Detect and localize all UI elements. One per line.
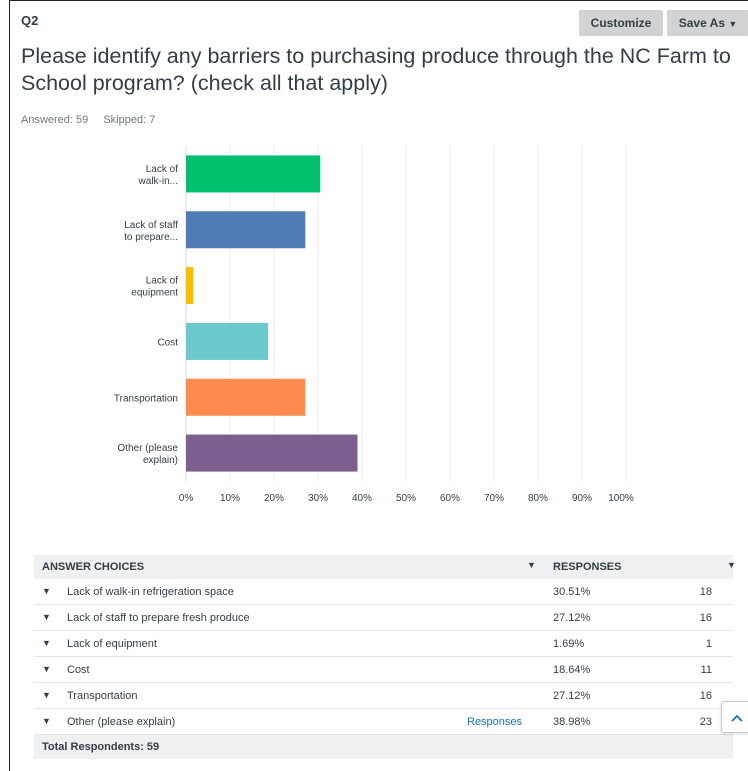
response-stats: Answered: 59 Skipped: 7 bbox=[21, 114, 167, 126]
expand-caret-icon[interactable]: ▼ bbox=[42, 586, 51, 596]
bar[interactable] bbox=[186, 322, 269, 360]
x-tick-label: 0% bbox=[179, 493, 194, 504]
save-as-label: Save As bbox=[678, 16, 725, 30]
response-count: 11 bbox=[700, 664, 712, 676]
answer-choice-label: Lack of walk-in refrigeration space bbox=[67, 586, 234, 598]
answer-choice-label: Lack of equipment bbox=[67, 638, 157, 650]
answer-choice-label: Transportation bbox=[67, 690, 138, 702]
scroll-to-top-button[interactable] bbox=[721, 701, 748, 733]
total-respondents-row: Total Respondents: 59 bbox=[34, 735, 733, 759]
answer-choices-header[interactable]: ANSWER CHOICES bbox=[42, 561, 145, 573]
bar[interactable] bbox=[186, 155, 321, 193]
x-tick-label: 10% bbox=[220, 493, 240, 504]
expand-caret-icon[interactable]: ▼ bbox=[42, 664, 51, 674]
chevron-down-icon: ▼ bbox=[728, 19, 738, 29]
bar[interactable] bbox=[186, 211, 306, 249]
category-label: Transportation bbox=[114, 393, 178, 404]
category-label: equipment bbox=[131, 288, 178, 299]
table-body: ▼ Lack of walk-in refrigeration space 30.5… bbox=[34, 579, 733, 735]
category-label: explain) bbox=[143, 455, 178, 466]
category-label: walk-in... bbox=[138, 176, 178, 187]
answer-table: ANSWER CHOICES ▼ RESPONSES ▼ ▼ Lack of wa… bbox=[34, 555, 736, 759]
save-as-button[interactable]: Save As ▼ bbox=[667, 10, 748, 36]
chart-grid bbox=[185, 146, 627, 481]
response-count: 1 bbox=[705, 638, 712, 650]
response-percent: 27.12% bbox=[553, 690, 591, 702]
table-row: ▼ Lack of equipment 1.69% 1 bbox=[34, 631, 733, 657]
category-label: Lack of bbox=[146, 276, 178, 287]
category-label: to prepare... bbox=[124, 232, 178, 243]
table-row: ▼ Lack of walk-in refrigeration space 30.5… bbox=[34, 579, 733, 605]
x-tick-label: 80% bbox=[528, 493, 548, 504]
category-label: Lack of staff bbox=[124, 220, 178, 231]
x-tick-label: 50% bbox=[396, 493, 416, 504]
question-title: Please identify any barriers to purchasi… bbox=[21, 44, 731, 95]
bar[interactable] bbox=[186, 434, 358, 472]
responses-header[interactable]: RESPONSES bbox=[553, 561, 622, 573]
responses-link[interactable]: Responses bbox=[467, 716, 523, 728]
bar[interactable] bbox=[186, 378, 306, 416]
x-tick-label: 30% bbox=[308, 493, 328, 504]
answer-choice-label: Cost bbox=[67, 664, 90, 676]
x-tick-label: 40% bbox=[352, 493, 372, 504]
total-respondents: Total Respondents: 59 bbox=[42, 741, 160, 753]
category-label: Cost bbox=[157, 337, 178, 348]
answer-choice-label: Lack of staff to prepare fresh produce bbox=[67, 612, 250, 624]
table-row: ▼ Cost 18.64% 11 bbox=[34, 657, 733, 683]
x-tick-label: 70% bbox=[484, 493, 504, 504]
response-count: 18 bbox=[699, 586, 712, 598]
response-percent: 18.64% bbox=[553, 664, 591, 676]
response-count: 16 bbox=[699, 612, 712, 624]
category-label: Other (please bbox=[117, 443, 178, 454]
table-row: ▼ Other (please explain) Responses 38.98% 23 bbox=[34, 709, 733, 735]
table-row: ▼ Lack of staff to prepare fresh produce 2… bbox=[34, 605, 733, 631]
x-tick-label: 100% bbox=[608, 493, 634, 504]
customize-button[interactable]: Customize bbox=[579, 10, 663, 36]
sort-caret-icon[interactable]: ▼ bbox=[727, 560, 736, 570]
chart-bars bbox=[186, 155, 358, 472]
question-panel: Q2 Customize Save As ▼ Please identify a… bbox=[9, 0, 748, 771]
response-percent: 27.12% bbox=[553, 612, 591, 624]
x-tick-label: 20% bbox=[264, 493, 284, 504]
expand-caret-icon[interactable]: ▼ bbox=[42, 716, 51, 726]
response-percent: 1.69% bbox=[553, 638, 585, 650]
table-header: ANSWER CHOICES ▼ RESPONSES ▼ bbox=[34, 555, 736, 579]
skipped-count: Skipped: 7 bbox=[103, 114, 156, 126]
bar[interactable] bbox=[186, 267, 194, 305]
response-percent: 30.51% bbox=[553, 586, 591, 598]
expand-caret-icon[interactable]: ▼ bbox=[42, 612, 51, 622]
answered-count: Answered: 59 bbox=[21, 114, 89, 126]
chevron-up-icon bbox=[731, 715, 743, 722]
expand-caret-icon[interactable]: ▼ bbox=[42, 638, 51, 648]
x-axis-ticks: 0% 10% 20% 30% 40% 50% 60% 70% 80% 90% 100% bbox=[179, 493, 634, 504]
question-number: Q2 bbox=[21, 13, 39, 28]
table-row: ▼ Transportation 27.12% 16 bbox=[34, 683, 733, 709]
response-count: 16 bbox=[699, 690, 712, 702]
category-label: Lack of bbox=[146, 164, 178, 175]
answer-choice-label: Other (please explain) bbox=[67, 716, 176, 728]
response-count: 23 bbox=[699, 716, 712, 728]
x-tick-label: 90% bbox=[572, 493, 592, 504]
expand-caret-icon[interactable]: ▼ bbox=[42, 690, 51, 700]
sort-caret-icon[interactable]: ▼ bbox=[527, 560, 536, 570]
x-tick-label: 60% bbox=[440, 493, 460, 504]
response-percent: 38.98% bbox=[553, 716, 591, 728]
